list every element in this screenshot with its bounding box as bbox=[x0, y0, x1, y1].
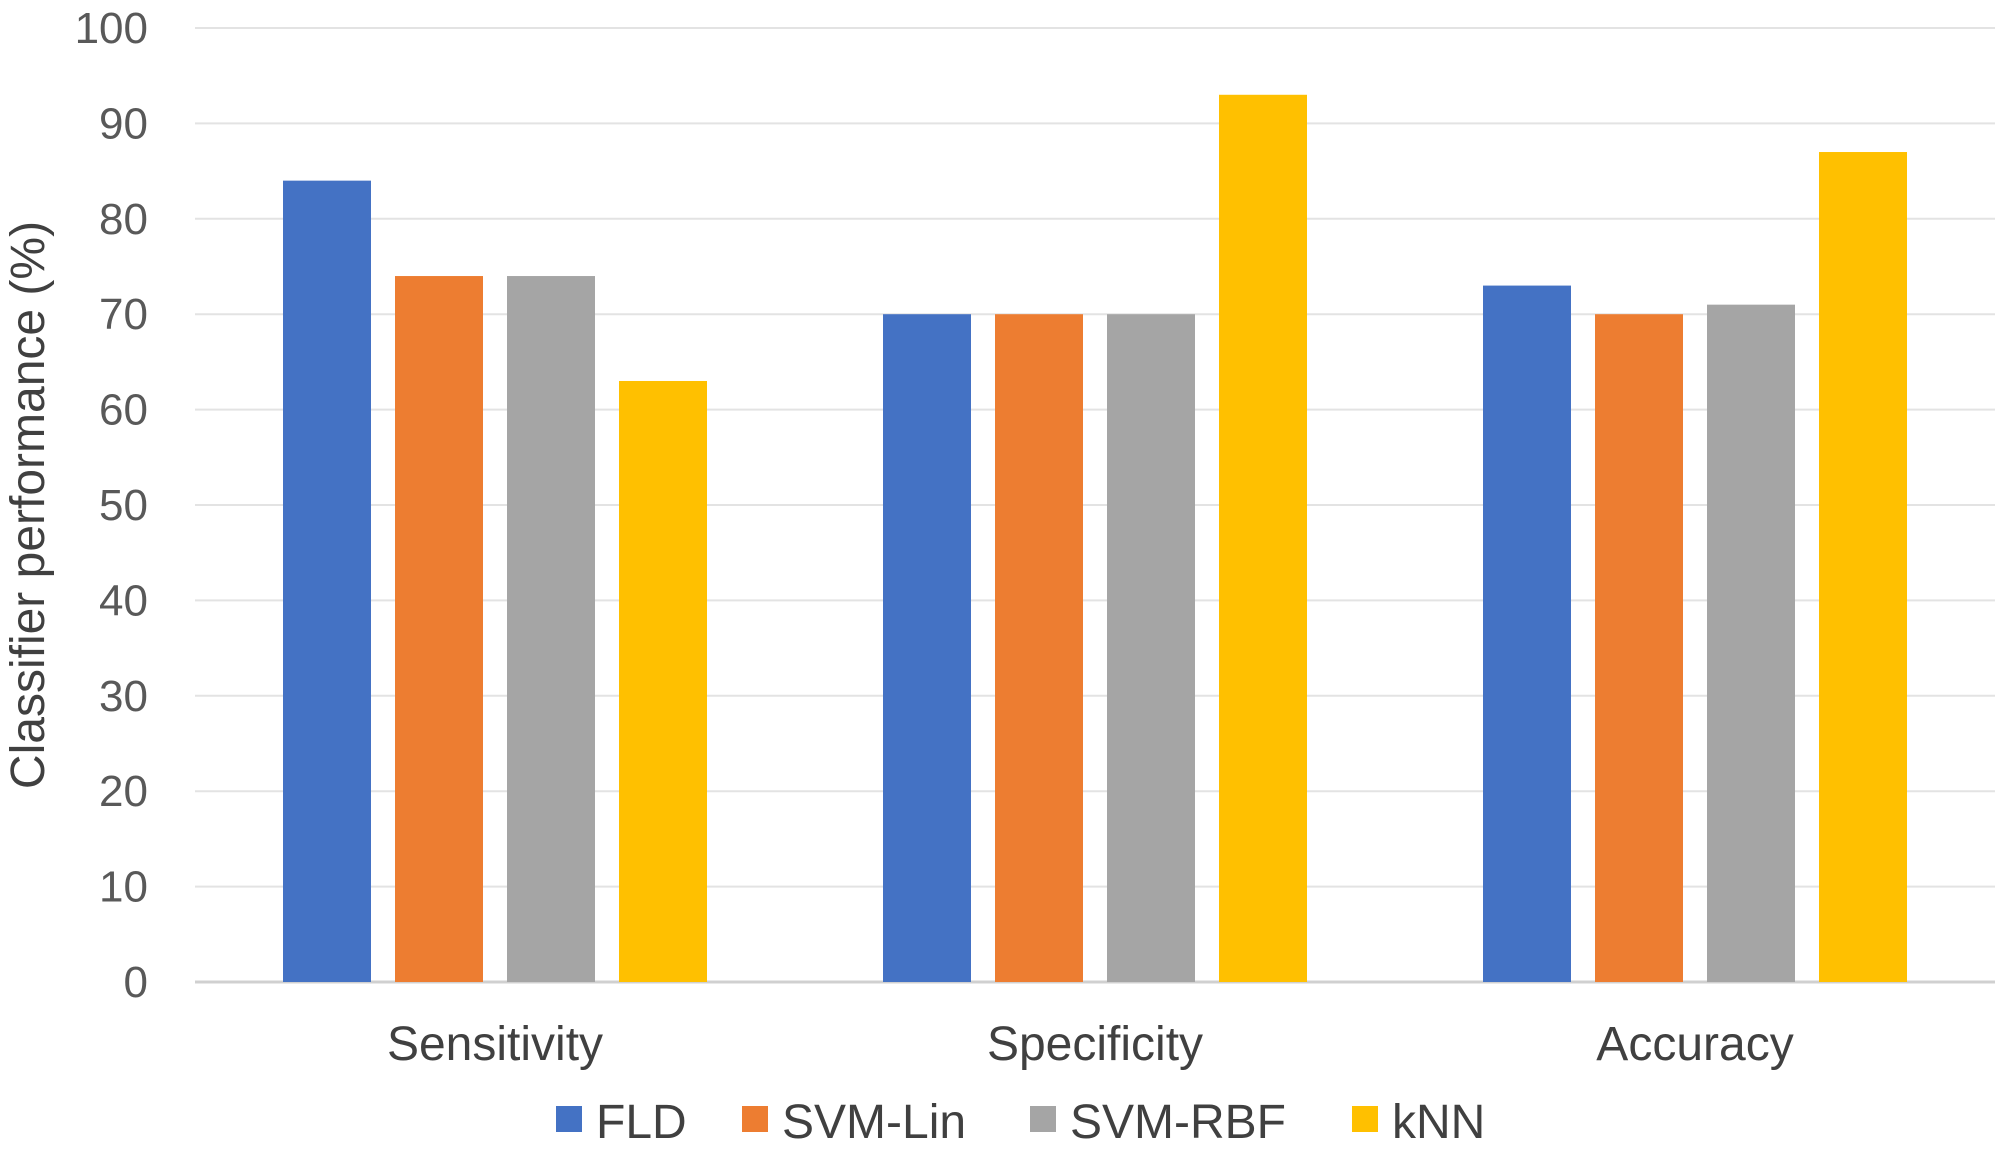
x-category-label: Specificity bbox=[987, 1018, 1203, 1071]
x-category-label: Sensitivity bbox=[387, 1018, 603, 1071]
y-tick-label: 40 bbox=[99, 576, 148, 625]
legend-label: FLD bbox=[596, 1096, 687, 1149]
legend-label: SVM-Lin bbox=[782, 1096, 966, 1149]
bar bbox=[883, 314, 971, 982]
bar bbox=[995, 314, 1083, 982]
gridlines bbox=[195, 27, 1995, 984]
y-tick-label: 60 bbox=[99, 386, 148, 435]
bar bbox=[1107, 314, 1195, 982]
y-tick-label: 30 bbox=[99, 672, 148, 721]
y-tick-label: 10 bbox=[99, 863, 148, 912]
legend-swatch bbox=[1352, 1106, 1378, 1132]
legend: FLD SVM-Lin SVM-RBF kNN bbox=[556, 1096, 1485, 1149]
legend-swatch bbox=[556, 1106, 582, 1132]
bar bbox=[1219, 94, 1307, 982]
bar bbox=[1595, 314, 1683, 982]
y-tick-label: 50 bbox=[99, 481, 148, 530]
bar bbox=[619, 380, 707, 983]
y-tick-label: 0 bbox=[124, 958, 148, 1007]
legend-swatch bbox=[742, 1106, 768, 1132]
y-tick-label: 100 bbox=[75, 4, 148, 53]
y-tick-label: 20 bbox=[99, 767, 148, 816]
legend-label: kNN bbox=[1392, 1096, 1485, 1149]
bar bbox=[507, 276, 595, 982]
legend-swatch bbox=[1030, 1106, 1056, 1132]
bar bbox=[1707, 304, 1795, 982]
y-tick-label: 90 bbox=[99, 99, 148, 148]
x-category-label: Accuracy bbox=[1596, 1018, 1793, 1071]
bars bbox=[283, 94, 1907, 983]
y-axis-title: Classifier performance (%) bbox=[2, 221, 55, 789]
bar bbox=[1483, 285, 1571, 983]
y-tick-label: 80 bbox=[99, 195, 148, 244]
y-tick-label: 70 bbox=[99, 290, 148, 339]
legend-label: SVM-RBF bbox=[1070, 1096, 1286, 1149]
bar bbox=[283, 180, 371, 982]
bar bbox=[395, 276, 483, 982]
bar bbox=[1819, 152, 1907, 982]
x-axis-labels: Sensitivity Specificity Accuracy bbox=[387, 1018, 1794, 1071]
y-axis-ticks: 0 10 20 30 40 50 60 70 80 90 100 bbox=[75, 4, 148, 1007]
